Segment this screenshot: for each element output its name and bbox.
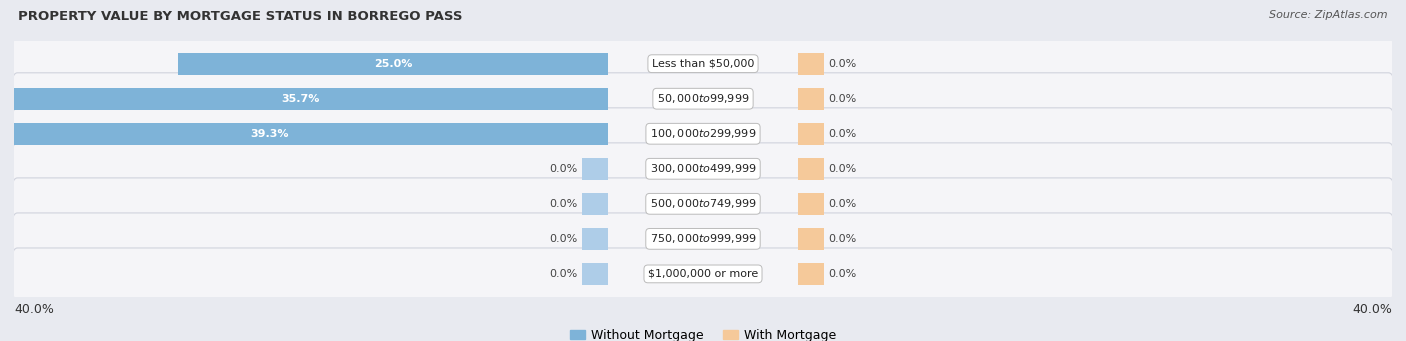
Text: 0.0%: 0.0%	[548, 234, 578, 244]
FancyBboxPatch shape	[13, 248, 1393, 300]
Legend: Without Mortgage, With Mortgage: Without Mortgage, With Mortgage	[565, 324, 841, 341]
FancyBboxPatch shape	[13, 143, 1393, 195]
Text: Source: ZipAtlas.com: Source: ZipAtlas.com	[1270, 10, 1388, 20]
Text: 40.0%: 40.0%	[1353, 302, 1392, 316]
Bar	[797, 263, 824, 285]
Bar	[797, 53, 824, 75]
Bar	[0, 88, 609, 109]
Text: $50,000 to $99,999: $50,000 to $99,999	[657, 92, 749, 105]
Text: 39.3%: 39.3%	[250, 129, 290, 139]
Text: $300,000 to $499,999: $300,000 to $499,999	[650, 162, 756, 175]
FancyBboxPatch shape	[13, 178, 1393, 230]
Bar	[582, 158, 609, 180]
Bar	[582, 263, 609, 285]
Bar	[797, 123, 824, 145]
Text: 0.0%: 0.0%	[828, 59, 858, 69]
FancyBboxPatch shape	[13, 38, 1393, 90]
Bar	[582, 228, 609, 250]
Text: 35.7%: 35.7%	[281, 94, 321, 104]
Bar	[797, 88, 824, 109]
Text: $750,000 to $999,999: $750,000 to $999,999	[650, 232, 756, 246]
FancyBboxPatch shape	[13, 213, 1393, 265]
Text: 0.0%: 0.0%	[828, 234, 858, 244]
Text: 25.0%: 25.0%	[374, 59, 412, 69]
Text: 0.0%: 0.0%	[828, 94, 858, 104]
Text: Less than $50,000: Less than $50,000	[652, 59, 754, 69]
Bar	[0, 123, 609, 145]
FancyBboxPatch shape	[13, 108, 1393, 160]
Text: 0.0%: 0.0%	[828, 199, 858, 209]
Bar	[582, 193, 609, 215]
Bar	[797, 193, 824, 215]
Text: 0.0%: 0.0%	[828, 129, 858, 139]
FancyBboxPatch shape	[13, 73, 1393, 125]
Text: 0.0%: 0.0%	[548, 269, 578, 279]
Text: 40.0%: 40.0%	[14, 302, 53, 316]
Text: PROPERTY VALUE BY MORTGAGE STATUS IN BORREGO PASS: PROPERTY VALUE BY MORTGAGE STATUS IN BOR…	[18, 10, 463, 23]
Text: 0.0%: 0.0%	[548, 199, 578, 209]
Bar	[797, 158, 824, 180]
Text: $100,000 to $299,999: $100,000 to $299,999	[650, 127, 756, 140]
Bar	[177, 53, 609, 75]
Text: 0.0%: 0.0%	[828, 269, 858, 279]
Bar	[797, 228, 824, 250]
Text: 0.0%: 0.0%	[548, 164, 578, 174]
Text: 0.0%: 0.0%	[828, 164, 858, 174]
Text: $500,000 to $749,999: $500,000 to $749,999	[650, 197, 756, 210]
Text: $1,000,000 or more: $1,000,000 or more	[648, 269, 758, 279]
